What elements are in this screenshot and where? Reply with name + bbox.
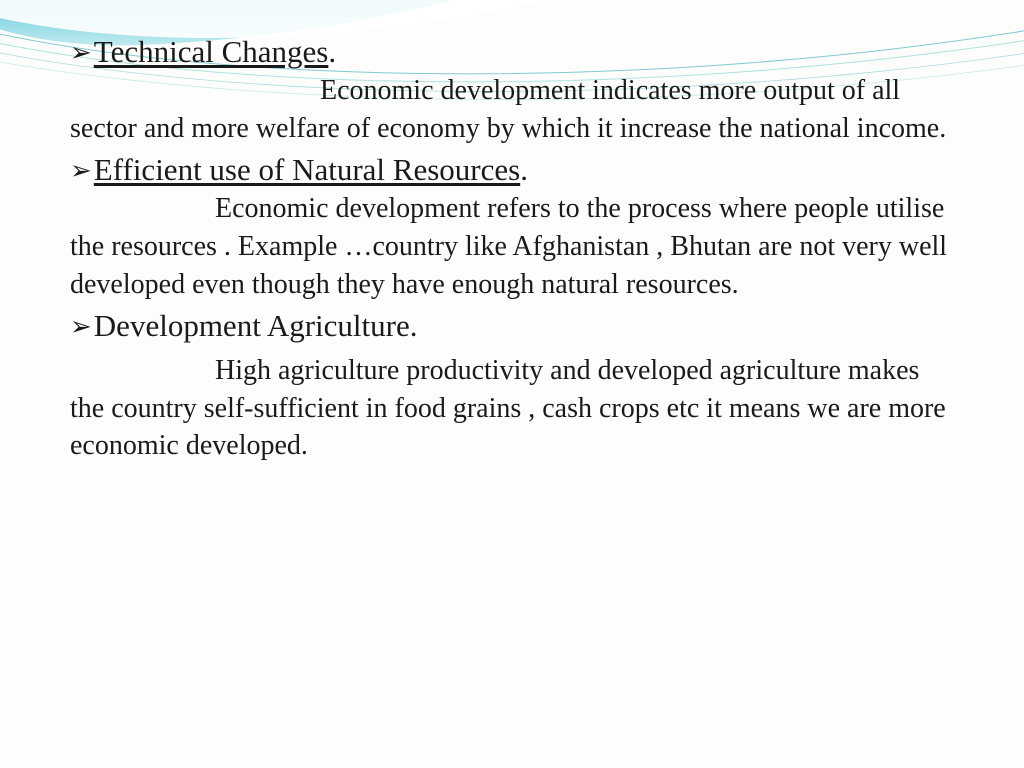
section-body-2: Economic development refers to the proce… bbox=[70, 190, 954, 303]
section-body-1: Economic development indicates more outp… bbox=[70, 72, 954, 148]
heading-text: Technical Changes bbox=[94, 34, 329, 69]
section-heading-3: ➢Development Agriculture. bbox=[70, 306, 954, 346]
bullet-chevron-icon: ➢ bbox=[70, 310, 92, 344]
slide-content: ➢Technical Changes. Economic development… bbox=[70, 30, 954, 465]
heading-text: Development Agriculture. bbox=[94, 308, 418, 343]
section-body-3: High agriculture productivity and develo… bbox=[70, 352, 954, 465]
section-heading-2: ➢Efficient use of Natural Resources. bbox=[70, 150, 954, 190]
bullet-chevron-icon: ➢ bbox=[70, 154, 92, 188]
heading-punct: . bbox=[328, 34, 336, 69]
heading-punct: . bbox=[520, 152, 528, 187]
heading-text: Efficient use of Natural Resources bbox=[94, 152, 520, 187]
bullet-chevron-icon: ➢ bbox=[70, 36, 92, 70]
section-heading-1: ➢Technical Changes. bbox=[70, 32, 954, 72]
